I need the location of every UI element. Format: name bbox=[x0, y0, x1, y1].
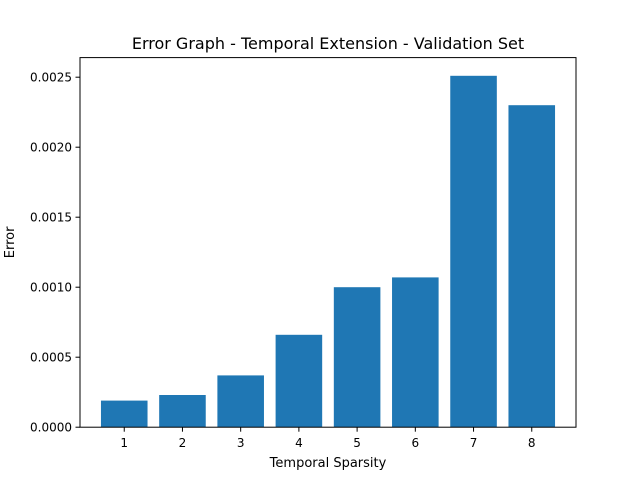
bar-6 bbox=[392, 277, 439, 428]
y-tick-label: 0.0010 bbox=[30, 281, 72, 295]
bar-2 bbox=[159, 395, 206, 428]
y-tick-label: 0.0025 bbox=[30, 71, 72, 85]
y-tick-label: 0.0015 bbox=[30, 211, 72, 225]
bar-7 bbox=[450, 75, 497, 428]
y-axis-label: Error bbox=[3, 226, 18, 258]
x-tick-label: 5 bbox=[353, 436, 361, 450]
x-ticks-group: 1 2 3 4 5 6 7 8 bbox=[120, 427, 536, 450]
bar-4 bbox=[275, 334, 323, 428]
x-tick-label: 7 bbox=[470, 436, 478, 450]
bar-8 bbox=[508, 105, 556, 428]
plot-frame bbox=[79, 57, 577, 428]
bar-3 bbox=[217, 375, 264, 428]
y-tick-label: 0.0020 bbox=[30, 141, 72, 155]
bar-5 bbox=[333, 287, 381, 428]
bars-group bbox=[100, 75, 556, 428]
y-tick-label: 0.0000 bbox=[30, 421, 72, 435]
x-tick-label: 8 bbox=[528, 436, 536, 450]
x-tick-label: 4 bbox=[295, 436, 303, 450]
x-tick-label: 1 bbox=[120, 436, 128, 450]
y-tick-label: 0.0005 bbox=[30, 351, 72, 365]
x-axis-label: Temporal Sparsity bbox=[269, 456, 387, 471]
y-ticks-group: 0.0000 0.0005 0.0010 0.0015 0.0020 0.0025 bbox=[30, 71, 80, 435]
x-tick-label: 6 bbox=[412, 436, 420, 450]
x-tick-label: 2 bbox=[179, 436, 187, 450]
bar-1 bbox=[100, 400, 148, 428]
chart-title: Error Graph - Temporal Extension - Valid… bbox=[132, 34, 524, 53]
x-tick-label: 3 bbox=[237, 436, 245, 450]
